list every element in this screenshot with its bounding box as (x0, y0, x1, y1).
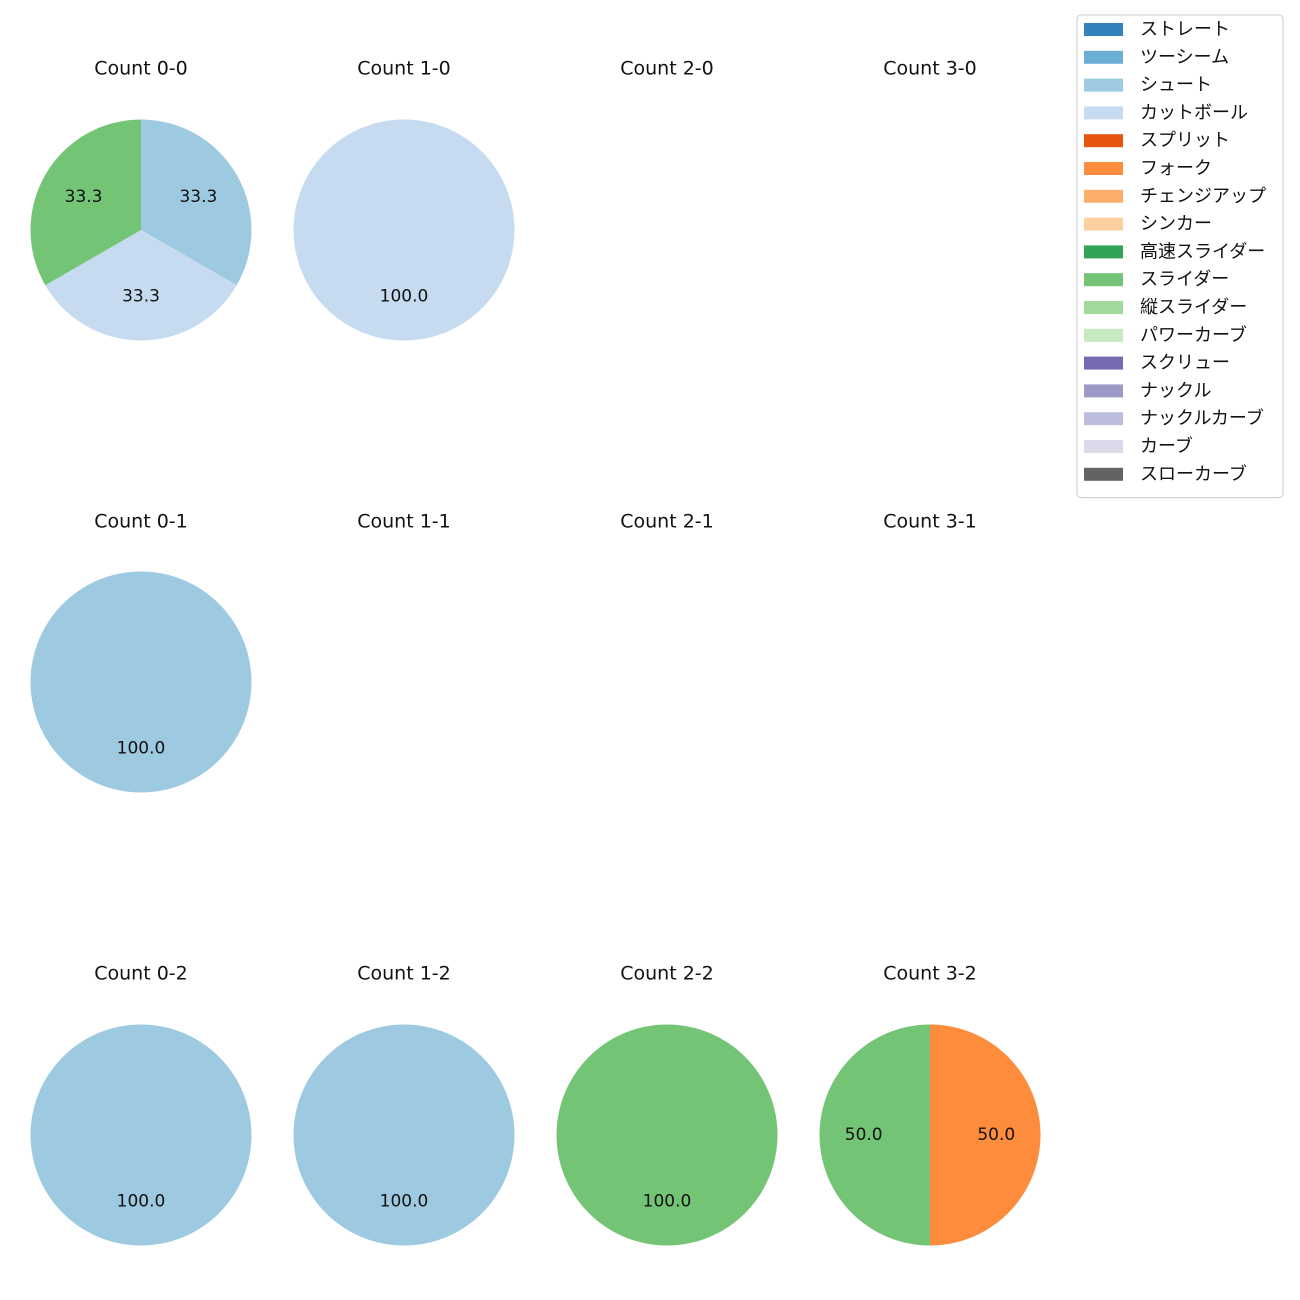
panel-11-title: Count 2-2 (620, 963, 714, 985)
legend: ストレートツーシームシュートカットボールスプリットフォークチェンジアップシンカー… (1076, 14, 1284, 499)
panel-5-title: Count 0-1 (94, 511, 188, 533)
legend-swatch-14 (1084, 384, 1123, 398)
panel-3-title: Count 2-0 (620, 58, 714, 80)
legend-label-4: カットボール (1140, 102, 1248, 123)
legend-label-8: シンカー (1140, 214, 1212, 235)
panel-10: Count 1-2 100.0 (293, 963, 515, 1246)
legend-label-5: スプリット (1140, 130, 1230, 151)
panel-8: Count 3-1 (883, 511, 977, 533)
legend-label-3: シュート (1140, 75, 1212, 96)
panel-1-slice-2 (45, 230, 237, 341)
legend-swatch-10 (1084, 273, 1123, 287)
panel-6: Count 1-1 (357, 511, 451, 533)
legend-swatch-5 (1084, 134, 1123, 148)
panel-1-slice-1-label: 33.3 (179, 187, 217, 207)
panel-11-slice-1 (556, 1024, 778, 1246)
panel-5: Count 0-1 100.0 (30, 511, 252, 793)
panel-10-slice-1 (293, 1024, 515, 1246)
panel-11-slice-1-label: 100.0 (643, 1191, 692, 1211)
panel-1-slice-3-label: 33.3 (65, 187, 103, 207)
legend-swatch-9 (1084, 245, 1123, 259)
panel-3: Count 2-0 (620, 58, 714, 80)
legend-label-12: パワーカーブ (1140, 324, 1247, 346)
legend-swatch-7 (1084, 189, 1123, 203)
legend-swatch-13 (1084, 356, 1123, 370)
legend-label-10: スライダー (1140, 269, 1229, 290)
panel-9: Count 0-2 100.0 (30, 963, 252, 1246)
legend-swatch-4 (1084, 106, 1123, 120)
legend-label-1: ストレート (1140, 19, 1230, 40)
panel-6-title: Count 1-1 (357, 511, 451, 533)
legend-frame (1076, 14, 1284, 499)
panel-4-title: Count 3-0 (883, 58, 977, 80)
panel-11: Count 2-2 100.0 (556, 963, 778, 1246)
panel-9-slice-1-label: 100.0 (117, 1191, 166, 1211)
legend-swatch-6 (1084, 162, 1123, 175)
legend-swatch-2 (1084, 50, 1123, 64)
panel-2-slice-1 (293, 119, 515, 341)
panel-1: Count 0-0 33.3 33.3 33.3 (30, 58, 252, 341)
panel-12-title: Count 3-2 (883, 963, 977, 985)
legend-swatch-11 (1084, 301, 1123, 314)
panel-2: Count 1-0 100.0 (293, 58, 515, 341)
legend-label-16: カーブ (1140, 435, 1193, 457)
panel-10-slice-1-label: 100.0 (380, 1191, 429, 1211)
panel-12: Count 3-2 50.0 50.0 (819, 963, 1041, 1246)
panel-7: Count 2-1 (620, 511, 714, 533)
panel-1-title: Count 0-0 (94, 58, 188, 80)
panel-12-slice-1-label: 50.0 (977, 1125, 1015, 1145)
panel-9-slice-1 (30, 1024, 252, 1246)
panel-12-slice-1 (930, 1024, 1041, 1246)
panel-2-title: Count 1-0 (357, 58, 451, 80)
legend-label-14: ナックル (1140, 380, 1211, 401)
panel-7-title: Count 2-1 (620, 511, 714, 533)
legend-label-13: スクリュー (1140, 353, 1230, 374)
legend-swatch-16 (1084, 440, 1123, 453)
legend-swatch-17 (1084, 467, 1123, 481)
legend-label-15: ナックルカーブ (1140, 407, 1264, 429)
panel-12-slice-2-label: 50.0 (845, 1125, 883, 1145)
legend-swatch-1 (1084, 23, 1123, 36)
panel-10-title: Count 1-2 (357, 963, 451, 985)
panel-1-slice-2-label: 33.3 (122, 286, 160, 306)
panel-12-slice-2 (819, 1024, 930, 1246)
panel-1-slice-1 (141, 119, 252, 286)
panel-9-title: Count 0-2 (94, 963, 188, 985)
legend-label-11: 縦スライダー (1140, 297, 1247, 318)
panel-2-slice-1-label: 100.0 (380, 286, 429, 306)
legend-label-17: スローカーブ (1140, 463, 1247, 485)
panel-5-slice-1-label: 100.0 (117, 738, 166, 758)
panel-5-slice-1 (30, 571, 252, 793)
legend-label-9: 高速スライダー (1140, 241, 1265, 262)
legend-swatch-8 (1084, 217, 1123, 231)
panel-4: Count 3-0 (883, 58, 977, 80)
legend-label-7: チェンジアップ (1140, 186, 1266, 207)
panel-8-title: Count 3-1 (883, 511, 977, 533)
panel-1-slice-3 (30, 119, 141, 286)
legend-swatch-15 (1084, 412, 1123, 426)
legend-label-6: フォーク (1140, 158, 1212, 179)
legend-swatch-12 (1084, 328, 1123, 342)
legend-label-2: ツーシーム (1140, 47, 1229, 68)
legend-swatch-3 (1084, 78, 1123, 92)
